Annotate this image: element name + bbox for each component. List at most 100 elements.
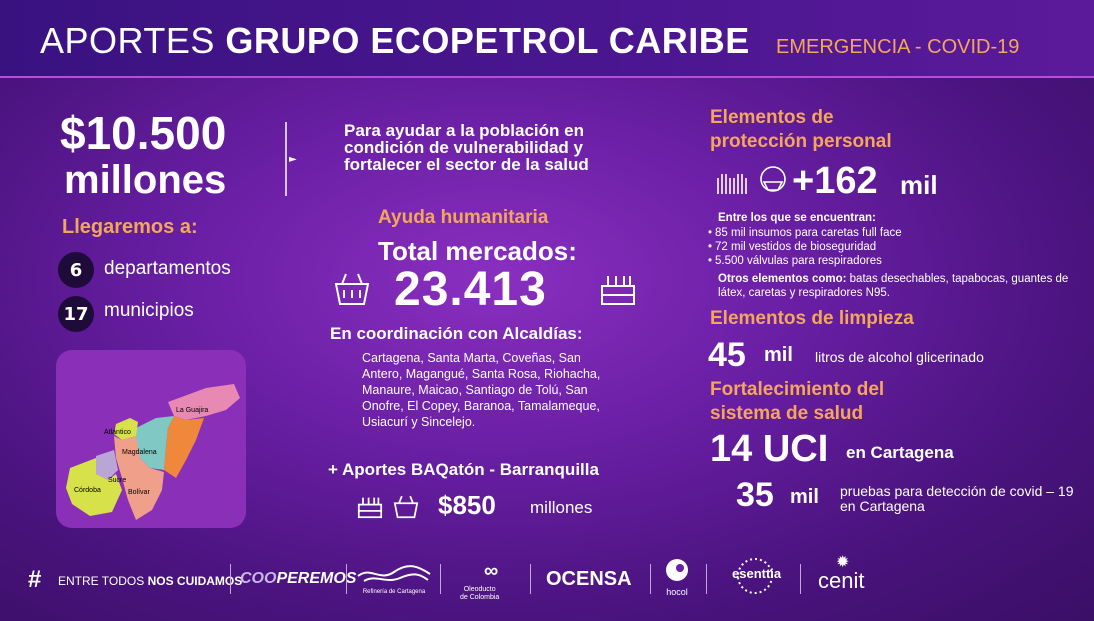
basket-icon: [392, 492, 420, 524]
map-label-guajira: La Guajira: [176, 407, 208, 414]
footer-divider: [800, 564, 801, 594]
cooperemos-part-a: COO: [240, 570, 277, 587]
esenttia-dots-icon: [737, 558, 773, 594]
map-region-sucre: [96, 450, 118, 480]
cleaning-unit: mil: [764, 344, 793, 366]
total-markets-label: Total mercados:: [378, 236, 577, 266]
footer-divider: [346, 564, 347, 594]
departments-count: 6: [58, 252, 94, 288]
map-svg: La Guajira Atlántico Magdalena Sucre Cór…: [66, 384, 240, 520]
wave-icon: [357, 565, 431, 582]
health-title-line-1: Fortalecimiento del: [710, 379, 885, 400]
epp-others-text: batas desechables, tapabocas, guantes de…: [718, 273, 1069, 299]
total-markets-value: 23.413: [394, 263, 547, 316]
cities-list: Cartagena, Santa Marta, Coveñas, San Ant…: [362, 351, 601, 429]
baqaton-unit: millones: [530, 498, 593, 517]
tests-description: pruebas para detección de covid – 19 en …: [840, 483, 1074, 514]
total-amount: $10.500: [60, 107, 227, 159]
baqaton-amount: $850: [438, 490, 496, 520]
hocol-icon: [666, 559, 688, 581]
intro-line-3: fortalecer el sector de la salud: [344, 155, 589, 174]
epp-unit: mil: [900, 170, 938, 200]
grocery-basket-icon: [332, 268, 372, 312]
hashtag-bold: NOS CUIDAMOS: [147, 574, 243, 588]
page-title: APORTES GRUPO ECOPETROL CARIBE: [40, 20, 750, 62]
map-region-atlantico: [114, 418, 138, 440]
municipalities-label: municipios: [104, 300, 194, 321]
epp-items-list: 85 mil insumos para caretas full face 72…: [708, 226, 902, 268]
title-light: APORTES: [40, 20, 215, 61]
epp-includes-label: Entre los que se encuentran:: [718, 212, 876, 224]
uci-description: en Cartagena: [846, 443, 954, 462]
cleaning-description: litros de alcohol glicerinado: [815, 349, 984, 365]
hashtag-campaign: ENTRE TODOS NOS CUIDAMOS: [58, 574, 242, 588]
map-label-sucre: Sucre: [108, 477, 126, 484]
coordination-label: En coordinación con Alcaldías:: [330, 324, 583, 343]
uci-value: 14 UCI: [710, 428, 829, 470]
gloves-icon: [714, 166, 750, 200]
cooperemos-logo: COOPEREMOS: [240, 570, 356, 588]
cleaning-title: Elementos de limpieza: [710, 308, 914, 329]
esenttia-logo: [720, 556, 790, 601]
humanitarian-title: Ayuda humanitaria: [378, 207, 549, 228]
refineria-label: Refinería de Cartagena: [362, 589, 426, 595]
baqaton-label: + Aportes BAQatón - Barranquilla: [328, 460, 599, 479]
map-label-bolivar: Bolívar: [128, 489, 150, 496]
page-subtitle: EMERGENCIA - COVID-19: [776, 36, 1020, 58]
epp-title-line-2: protección personal: [710, 131, 892, 152]
hocol-label: hocol: [666, 587, 688, 597]
refineria-logo: Refinería de Cartagena: [356, 562, 432, 595]
map-label-atlantico: Atlántico: [104, 429, 131, 436]
departments-label: departamentos: [104, 258, 231, 279]
map-label-magdalena: Magdalena: [122, 449, 157, 456]
map-region-magdalena: [134, 416, 174, 470]
total-amount-unit: millones: [64, 158, 227, 202]
hocol-logo: hocol: [664, 556, 690, 597]
municipalities-count: 17: [58, 296, 94, 332]
map-region-bolivar: [114, 436, 164, 520]
oleoducto-logo: Oleoducto de Colombia: [460, 586, 499, 602]
footer-divider: [230, 564, 231, 594]
epp-others-label: Otros elementos como:: [718, 273, 847, 285]
epp-item: 72 mil vestidos de bioseguridad: [708, 240, 902, 254]
reach-label: Llegaremos a:: [62, 216, 198, 238]
arrow-right-icon: ►: [289, 154, 297, 165]
cooperemos-part-b: PEREMOS: [276, 570, 357, 587]
bottles-crate-icon: [598, 268, 638, 312]
intro-line-2: condición de vulnerabilidad y: [344, 138, 583, 157]
divider: [285, 122, 287, 196]
map-region-guajira: [168, 384, 240, 420]
map-region-cesar: [164, 416, 204, 478]
oleoducto-line-2: de Colombia: [460, 594, 500, 601]
title-bold: GRUPO ECOPETROL CARIBE: [225, 20, 750, 61]
face-mask-icon: [756, 164, 790, 202]
epp-title: Elementos de protección personal: [710, 106, 892, 154]
tests-value: 35: [736, 476, 774, 514]
epp-title-line-1: Elementos de: [710, 107, 834, 128]
footer-divider: [706, 564, 707, 594]
footer-divider: [650, 564, 651, 594]
map-region-cordoba: [66, 458, 122, 516]
oleoducto-symbol-icon: ∞: [484, 560, 499, 582]
caribbean-region-map: La Guajira Atlántico Magdalena Sucre Cór…: [56, 350, 246, 528]
ocensa-logo: OCENSA: [546, 568, 632, 590]
crate-icon: [356, 492, 384, 524]
cenit-star-icon: ✹: [836, 554, 850, 571]
oleoducto-line-1: Oleoducto: [463, 586, 496, 593]
hashtag-prefix: ENTRE TODOS: [58, 574, 145, 588]
hashtag-icon: #: [28, 566, 42, 593]
epp-item: 5.500 válvulas para respiradores: [708, 254, 902, 268]
tests-unit: mil: [790, 486, 819, 508]
header-bar: APORTES GRUPO ECOPETROL CARIBE EMERGENCI…: [0, 0, 1094, 78]
intro-line-1: Para ayudar a la población en: [344, 121, 584, 140]
cleaning-value: 45: [708, 336, 746, 374]
cenit-logo: cenit: [818, 568, 865, 593]
esenttia-label: esenttia: [732, 566, 782, 581]
map-label-cordoba: Córdoba: [74, 487, 101, 494]
epp-value: +162: [792, 160, 878, 202]
health-title-line-2: sistema de salud: [710, 403, 864, 424]
footer-divider: [440, 564, 441, 594]
footer-divider: [530, 564, 531, 594]
epp-others: Otros elementos como: batas desechables,…: [718, 272, 1078, 300]
health-title: Fortalecimiento del sistema de salud: [710, 378, 884, 426]
